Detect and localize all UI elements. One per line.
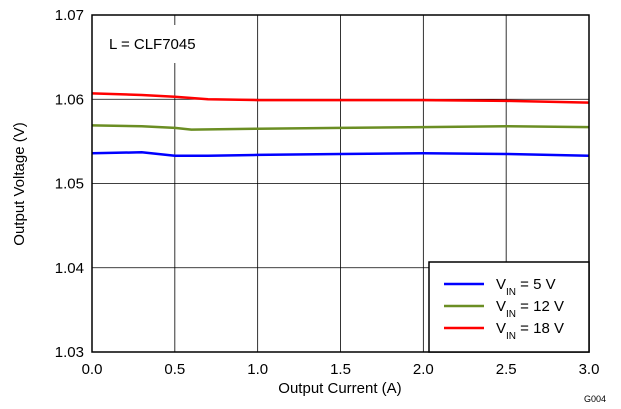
x-tick-label: 1.0 xyxy=(247,361,268,378)
inductor-annotation: L = CLF7045 xyxy=(109,36,196,53)
x-tick-label: 1.5 xyxy=(330,361,351,378)
x-tick-label: 2.0 xyxy=(413,361,434,378)
y-tick-label: 1.05 xyxy=(55,176,84,193)
annotation-area: L = CLF7045 xyxy=(102,25,220,63)
y-tick-label: 1.06 xyxy=(55,91,84,108)
series-line xyxy=(91,151,590,157)
y-tick-labels: 1.03 1.04 1.05 1.06 1.07 xyxy=(55,7,84,361)
series-line xyxy=(91,124,590,131)
x-axis-label: Output Current (A) xyxy=(278,380,401,397)
x-tick-label: 2.5 xyxy=(496,361,517,378)
x-tick-label: 0.0 xyxy=(82,361,103,378)
annotation-background xyxy=(102,25,220,63)
legend-label: VIN = 18 V xyxy=(496,320,564,342)
series-line xyxy=(91,92,590,104)
x-tick-label: 3.0 xyxy=(579,361,600,378)
y-axis-label: Output Voltage (V) xyxy=(11,122,28,245)
y-tick-label: 1.04 xyxy=(55,260,84,277)
x-tick-labels: 0.0 0.5 1.0 1.5 2.0 2.5 3.0 xyxy=(82,361,600,378)
y-tick-label: 1.07 xyxy=(55,7,84,24)
series-lines xyxy=(91,92,590,157)
x-tick-label: 0.5 xyxy=(164,361,185,378)
figure-code: G004 xyxy=(584,394,606,404)
legend-label: VIN = 12 V xyxy=(496,298,564,320)
y-tick-label: 1.03 xyxy=(55,344,84,361)
plot-frame xyxy=(91,14,590,353)
legend-label: VIN = 5 V xyxy=(496,276,556,298)
